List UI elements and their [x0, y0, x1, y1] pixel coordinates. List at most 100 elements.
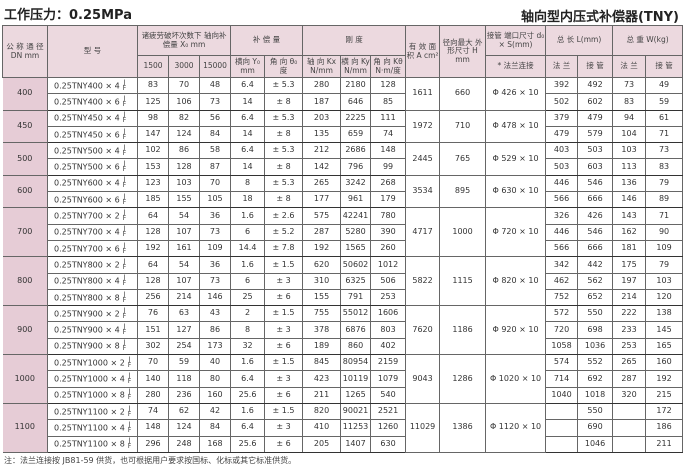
kx-cell: 755 — [302, 305, 342, 323]
weight-flange-cell: 233 — [612, 321, 647, 339]
header-weight-flange: 法 兰 — [612, 55, 647, 78]
jf-letter: F — [122, 312, 127, 320]
x0-3000-cell: 54 — [168, 207, 200, 225]
header-ktheta: 角 向 Kθ N·m/度 — [370, 55, 407, 78]
model-name: 0.25TNY600 × 4 — [54, 178, 120, 188]
ktheta-cell: 268 — [370, 174, 407, 193]
weight-pipe-cell: 120 — [645, 288, 684, 307]
ktheta-cell: 179 — [370, 191, 407, 209]
theta0-cell: ± 3 — [264, 370, 304, 388]
header-1500: 1500 — [137, 55, 169, 78]
weight-flange-cell: 146 — [612, 191, 647, 209]
theta0-cell: ± 2.6 — [264, 207, 304, 225]
length-flange-cell: 1040 — [545, 386, 579, 404]
jf-letter: J — [123, 257, 126, 265]
model-name: 0.25TNY500 × 4 — [54, 146, 120, 156]
table-row: 0.25TNY1000 × 4 J F 140 118 80 6.4 ± 3 423 10119 1… — [3, 370, 684, 388]
jf-letter: F — [122, 182, 127, 190]
jf-letter: F — [122, 247, 127, 255]
weight-pipe-cell: 165 — [645, 337, 684, 356]
table-row: 800 0.25TNY800 × 2 J F 64 54 36 1.6 ± 1.5 620 5060… — [2, 256, 684, 307]
product-title: 轴向型内压式补偿器(TNY) — [520, 10, 679, 25]
x0-1500-cell: 128 — [137, 272, 169, 290]
x0-3000-cell: 107 — [168, 223, 200, 241]
jf-letter: J — [128, 420, 131, 428]
x0-15000-cell: 109 — [198, 239, 232, 258]
pipe-size-cell: Φ 529 × 10 — [485, 142, 547, 176]
length-flange-cell: 503 — [545, 158, 579, 176]
theta0-cell: ± 6 — [264, 288, 304, 307]
kx-cell: 423 — [302, 370, 342, 388]
length-flange-cell — [545, 435, 579, 453]
jf-letter: F — [122, 231, 127, 239]
table-row: 600 0.25TNY600 × 4 J F 123 103 70 8 ± 5.3 265 3242… — [2, 174, 684, 209]
spec-table: 公 称 通 径 DN mm 型 号 诸疲劳破坏次数下 轴向补偿量 X₀ mm 补… — [2, 25, 684, 453]
ktheta-cell: 111 — [370, 109, 407, 127]
model-name: 0.25TNY1000 × 2 — [54, 358, 125, 368]
ky-cell: 10119 — [340, 370, 372, 388]
length-flange-cell: 479 — [545, 125, 579, 144]
theta0-cell: ± 5.3 — [264, 109, 304, 127]
model-name: 0.25TNY700 × 6 — [54, 244, 120, 254]
h-cell: 1186 — [439, 305, 487, 356]
ky-cell: 1565 — [340, 239, 372, 258]
h-cell: 765 — [439, 142, 487, 176]
model-name: 0.25TNY1000 × 8 — [54, 390, 125, 400]
x0-15000-cell: 73 — [198, 223, 232, 241]
x0-3000-cell: 127 — [168, 321, 200, 339]
model-name: 0.25TNY900 × 4 — [54, 325, 120, 335]
jf-letter: J — [123, 274, 126, 282]
table-row: 0.25TNY800 × 4 J F 128 107 73 6 ± 3 310 6325 506 46… — [3, 272, 684, 290]
ktheta-cell: 148 — [370, 142, 407, 160]
weight-flange-cell: 103 — [612, 142, 647, 160]
y0-cell: 6.4 — [230, 419, 266, 437]
kx-cell: 280 — [302, 76, 342, 95]
x0-15000-cell: 48 — [198, 76, 232, 95]
x0-1500-cell: 140 — [137, 370, 169, 388]
length-pipe-cell: 666 — [577, 191, 614, 209]
model-name: 0.25TNY400 × 6 — [54, 97, 120, 107]
dn-cell: 400 — [2, 77, 48, 111]
kx-cell: 177 — [302, 191, 342, 209]
length-pipe-cell: 546 — [577, 174, 614, 193]
area-cell: 5822 — [405, 256, 441, 307]
header-y0: 横向 Y₀ mm — [230, 55, 266, 78]
length-flange-cell: 326 — [545, 207, 579, 225]
theta0-cell: ± 5.3 — [264, 174, 304, 193]
ktheta-cell: 506 — [370, 272, 407, 290]
h-cell: 1286 — [439, 354, 487, 404]
jf-letter: J — [123, 323, 126, 331]
weight-pipe-cell: 73 — [645, 142, 684, 160]
table-row: 0.25TNY450 × 6 J F 147 124 84 14 ± 8 135 659 74 479… — [3, 125, 684, 144]
model-name: 0.25TNY1100 × 2 — [54, 407, 125, 417]
length-flange-cell: 446 — [545, 174, 579, 193]
theta0-cell: ± 6 — [264, 435, 304, 453]
table-row: 1000 0.25TNY1000 × 2 J F 70 59 40 1.6 ± 1.5 845 80… — [2, 354, 684, 404]
x0-1500-cell: 192 — [137, 239, 169, 258]
x0-15000-cell: 105 — [198, 191, 232, 209]
h-cell: 1000 — [439, 207, 487, 258]
pipe-size-cell: Φ 720 × 10 — [485, 207, 547, 258]
model-name: 0.25TNY800 × 8 — [54, 293, 120, 302]
model-name: 0.25TNY800 × 2 — [54, 260, 120, 270]
y0-cell: 25 — [230, 288, 266, 307]
table-row: 500 0.25TNY500 × 4 J F 102 86 58 6.4 ± 5.3 212 268… — [2, 142, 684, 176]
header-flange-conn: * 法兰连接 — [485, 55, 547, 78]
length-flange-cell: 752 — [545, 288, 579, 307]
model-name: 0.25TNY900 × 2 — [54, 309, 120, 319]
jf-letter: F — [122, 329, 127, 337]
weight-flange-cell — [612, 402, 647, 421]
length-flange-cell — [545, 419, 579, 437]
ktheta-cell: 1606 — [370, 305, 407, 323]
model-name: 0.25TNY450 × 6 — [54, 130, 120, 140]
